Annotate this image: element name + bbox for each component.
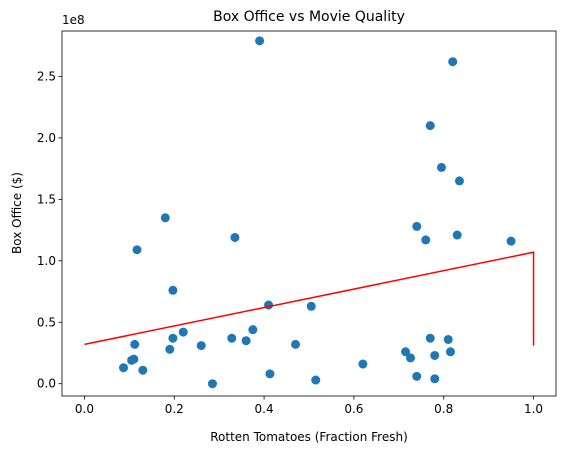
scatter-point xyxy=(448,57,458,67)
chart-title: Box Office vs Movie Quality xyxy=(213,9,405,25)
scatter-point xyxy=(160,213,170,223)
scatter-point xyxy=(445,347,455,357)
y-tick-label: 2.5 xyxy=(37,69,56,83)
scatter-point xyxy=(119,363,129,373)
x-tick-label: 0.6 xyxy=(344,402,363,416)
scatter-point xyxy=(436,162,446,172)
scatter-point xyxy=(127,355,137,365)
scatter-point xyxy=(412,371,422,381)
scatter-point xyxy=(401,347,411,357)
x-tick-label: 1.0 xyxy=(524,402,543,416)
scatter-point xyxy=(132,245,142,255)
scatter-point xyxy=(405,353,415,363)
x-tick-label: 0.8 xyxy=(434,402,453,416)
scatter-point xyxy=(291,339,301,349)
scatter-point xyxy=(306,301,316,311)
scatter-point xyxy=(425,121,435,131)
scatter-point xyxy=(443,334,453,344)
x-axis-label: Rotten Tomatoes (Fraction Fresh) xyxy=(210,430,408,444)
scatter-point xyxy=(178,327,188,337)
scatter-point xyxy=(265,369,275,379)
scatter-point xyxy=(506,236,516,246)
scatter-point xyxy=(264,300,274,310)
scatter-point xyxy=(227,333,237,343)
scatter-point xyxy=(130,339,140,349)
y-tick-label: 0.0 xyxy=(37,377,56,391)
scatter-point xyxy=(430,350,440,360)
scatter-point xyxy=(248,325,258,335)
y-tick-label: 2.0 xyxy=(37,131,56,145)
scatter-point xyxy=(454,176,464,186)
scatter-point xyxy=(138,365,148,375)
y-offset-label: 1e8 xyxy=(62,13,85,27)
y-tick-label: 0.5 xyxy=(37,315,56,329)
scatter-point xyxy=(311,375,321,385)
y-axis-label: Box Office ($) xyxy=(10,172,24,254)
y-axis: 0.0 0.5 1.0 1.5 2.0 2.5 xyxy=(37,69,62,391)
y-tick-label: 1.0 xyxy=(37,254,56,268)
x-tick-label: 0.4 xyxy=(255,402,274,416)
scatter-point xyxy=(241,336,251,346)
y-tick-label: 1.5 xyxy=(37,192,56,206)
scatter-point xyxy=(452,230,462,240)
x-axis: 0.0 0.2 0.4 0.6 0.8 1.0 xyxy=(75,396,543,416)
scatter-point xyxy=(165,344,175,354)
scatter-point xyxy=(168,285,178,295)
scatter-point xyxy=(412,221,422,231)
plot-frame xyxy=(61,30,557,397)
scatter-point xyxy=(196,341,206,351)
scatter-point xyxy=(421,235,431,245)
fit-line xyxy=(84,251,535,346)
x-tick-label: 0.2 xyxy=(165,402,184,416)
plot-area xyxy=(84,36,535,389)
scatter-point xyxy=(358,359,368,369)
scatter-point xyxy=(425,333,435,343)
scatter-point xyxy=(430,374,440,384)
scatter-point xyxy=(168,333,178,343)
x-tick-label: 0.0 xyxy=(75,402,94,416)
scatter-point xyxy=(230,232,240,242)
scatter-point xyxy=(207,379,217,389)
scatter-point xyxy=(255,36,265,46)
